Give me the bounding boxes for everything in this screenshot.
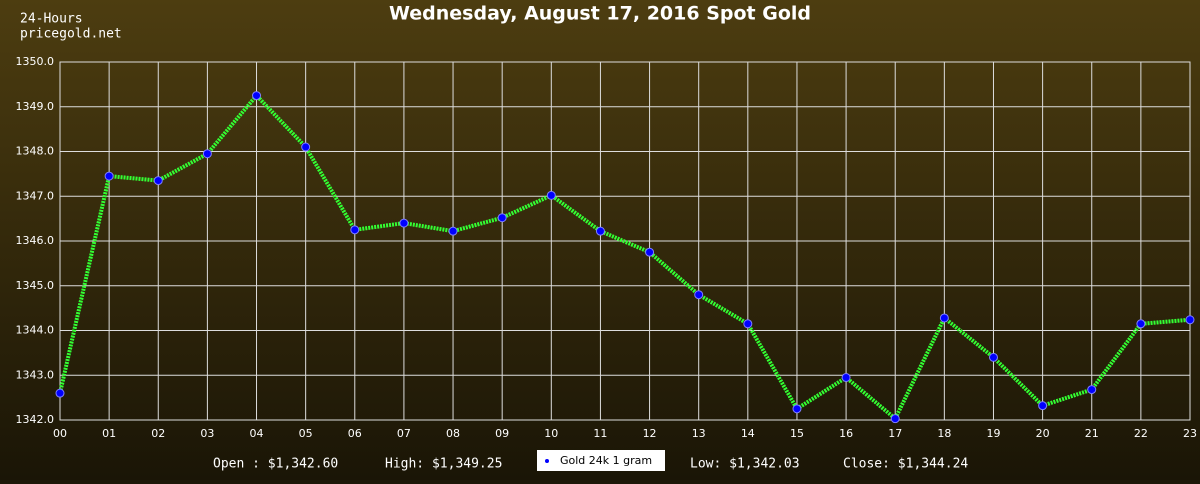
x-tick-label: 00: [53, 427, 67, 440]
chart-title: Wednesday, August 17, 2016 Spot Gold: [389, 3, 811, 25]
point: [497, 213, 507, 223]
summary-text: High: $1,349.25: [385, 457, 502, 472]
point: [939, 313, 949, 323]
point: [988, 352, 998, 362]
y-tick-label: 1348.0: [16, 145, 55, 158]
x-tick-label: 15: [790, 427, 804, 440]
summary-text: Low: $1,342.03: [690, 457, 800, 472]
y-tick-label: 1343.0: [16, 368, 55, 381]
x-tick-label: 04: [250, 427, 264, 440]
point: [1038, 401, 1048, 411]
point: [890, 414, 900, 424]
point: [350, 225, 360, 235]
y-tick-label: 1347.0: [16, 189, 55, 202]
x-tick-label: 22: [1134, 427, 1148, 440]
point: [743, 319, 753, 329]
legend-label: Gold 24k 1 gram: [560, 454, 652, 467]
y-tick-label: 1345.0: [16, 279, 55, 292]
x-tick-label: 20: [1036, 427, 1050, 440]
legend-box: [537, 450, 665, 471]
x-tick-label: 19: [986, 427, 1000, 440]
x-tick-label: 12: [643, 427, 657, 440]
point: [399, 218, 409, 228]
y-tick-label: 1349.0: [16, 100, 55, 113]
point: [252, 91, 262, 101]
x-tick-label: 03: [200, 427, 214, 440]
x-tick-label: 13: [692, 427, 706, 440]
x-tick-label: 17: [888, 427, 902, 440]
y-tick-label: 1346.0: [16, 234, 55, 247]
point: [546, 190, 556, 200]
x-tick-label: 09: [495, 427, 509, 440]
y-tick-label: 1344.0: [16, 324, 55, 337]
point: [153, 176, 163, 186]
x-tick-label: 06: [348, 427, 362, 440]
point: [1087, 385, 1097, 395]
x-tick-label: 05: [299, 427, 313, 440]
legend-marker: [545, 459, 549, 463]
x-tick-label: 14: [741, 427, 755, 440]
point: [694, 290, 704, 300]
corner-text: pricegold.net: [20, 27, 122, 42]
x-tick-label: 07: [397, 427, 411, 440]
point: [104, 171, 114, 181]
x-tick-label: 02: [151, 427, 165, 440]
summary-text: Open : $1,342.60: [213, 457, 338, 472]
x-tick-label: 10: [544, 427, 558, 440]
point: [595, 226, 605, 236]
point: [1185, 315, 1195, 325]
summary-text: Close: $1,344.24: [843, 457, 968, 472]
point: [841, 372, 851, 382]
x-tick-label: 23: [1183, 427, 1197, 440]
point: [202, 149, 212, 159]
point: [301, 142, 311, 152]
x-tick-label: 16: [839, 427, 853, 440]
x-tick-label: 21: [1085, 427, 1099, 440]
x-tick-label: 08: [446, 427, 460, 440]
x-tick-label: 01: [102, 427, 116, 440]
x-tick-label: 18: [937, 427, 951, 440]
point: [1136, 319, 1146, 329]
point: [645, 247, 655, 257]
x-tick-label: 11: [593, 427, 607, 440]
point: [55, 388, 65, 398]
y-tick-label: 1350.0: [16, 55, 55, 68]
corner-text: 24-Hours: [20, 12, 83, 27]
point: [448, 226, 458, 236]
point: [792, 404, 802, 414]
price-line: [58, 92, 1191, 422]
y-tick-label: 1342.0: [16, 413, 55, 426]
